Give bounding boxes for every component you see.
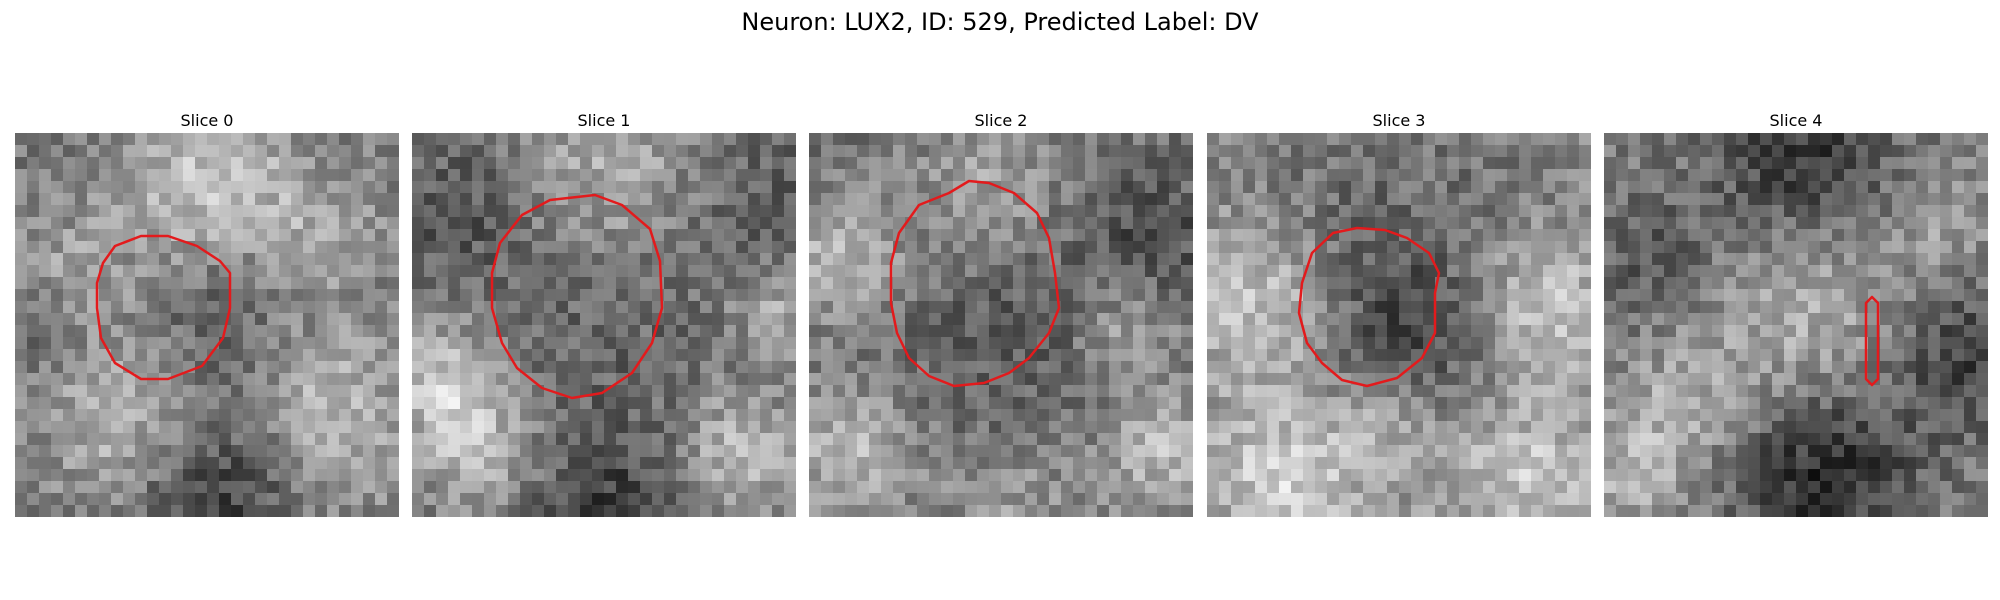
slice-image-4 — [1604, 133, 1988, 517]
slice-panel-2: Slice 2 — [809, 109, 1193, 517]
slice-title: Slice 3 — [1372, 111, 1426, 130]
roi-contour — [490, 193, 664, 400]
slice-pixels — [412, 133, 796, 517]
slice-pixels — [1207, 133, 1591, 517]
slice-pixels — [1604, 133, 1988, 517]
slice-panel-4: Slice 4 — [1604, 109, 1988, 517]
slice-title: Slice 0 — [180, 111, 234, 130]
slice-pixels — [809, 133, 1193, 517]
slice-panel-1: Slice 1 — [412, 109, 796, 517]
figure-title: Neuron: LUX2, ID: 529, Predicted Label: … — [741, 8, 1259, 36]
slice-title: Slice 4 — [1769, 111, 1823, 130]
roi-contour — [889, 179, 1061, 388]
roi-contour — [95, 234, 232, 381]
roi-contour — [1864, 295, 1880, 387]
slice-title: Slice 2 — [974, 111, 1028, 130]
roi-contour — [1297, 226, 1441, 388]
slice-image-0 — [15, 133, 399, 517]
slice-title: Slice 1 — [577, 111, 631, 130]
slice-image-2 — [809, 133, 1193, 517]
slice-panel-0: Slice 0 — [15, 109, 399, 517]
slice-pixels — [15, 133, 399, 517]
slice-panel-3: Slice 3 — [1207, 109, 1591, 517]
slice-image-1 — [412, 133, 796, 517]
slice-image-3 — [1207, 133, 1591, 517]
